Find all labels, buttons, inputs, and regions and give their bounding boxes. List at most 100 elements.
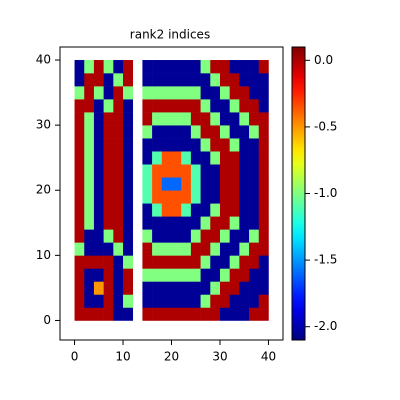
heat-cell — [113, 164, 124, 178]
heat-cell — [103, 242, 114, 256]
heat-cell — [152, 125, 163, 139]
heat-cell — [190, 216, 201, 230]
heat-cell — [210, 125, 221, 139]
heat-cell — [84, 125, 95, 139]
heat-cell — [200, 164, 211, 178]
heat-cell — [210, 60, 221, 74]
heat-cell — [239, 242, 250, 256]
heat-cell — [113, 216, 124, 230]
heat-cell — [161, 268, 172, 282]
heat-cell — [74, 177, 85, 191]
colorbar-tick-label: 0.0 — [314, 53, 333, 67]
heat-cell — [171, 138, 182, 152]
heat-cell — [190, 203, 201, 217]
heat-cell — [84, 216, 95, 230]
heat-cell — [113, 229, 124, 243]
heat-cell — [74, 255, 85, 269]
heat-cell — [93, 229, 104, 243]
heat-cell — [113, 307, 124, 321]
heat-cell — [161, 255, 172, 269]
heat-cell — [229, 190, 240, 204]
heat-cell — [84, 177, 95, 191]
heat-cell — [152, 281, 163, 295]
heat-cell — [190, 151, 201, 165]
heat-cell — [200, 255, 211, 269]
heat-cell — [239, 255, 250, 269]
heat-cell — [74, 112, 85, 126]
heat-cell — [190, 255, 201, 269]
heat-cell — [161, 203, 172, 217]
heat-cell — [239, 177, 250, 191]
heat-cell — [200, 86, 211, 100]
heat-cell — [229, 73, 240, 87]
heat-cell — [190, 86, 201, 100]
heat-cell — [113, 203, 124, 217]
heat-cell — [239, 203, 250, 217]
heat-cell — [171, 229, 182, 243]
heat-cell — [200, 307, 211, 321]
heat-cell — [152, 255, 163, 269]
heat-cell — [219, 268, 230, 282]
heat-cell — [142, 99, 153, 113]
heat-cell — [258, 307, 269, 321]
heat-cell — [74, 138, 85, 152]
heat-cell — [190, 138, 201, 152]
heat-cell — [152, 86, 163, 100]
heat-cell — [113, 281, 124, 295]
heat-cell — [200, 99, 211, 113]
heat-cell — [142, 307, 153, 321]
heat-cell — [219, 216, 230, 230]
heat-cell — [171, 203, 182, 217]
heat-cell — [239, 307, 250, 321]
heat-cell — [93, 86, 104, 100]
heat-cell — [239, 268, 250, 282]
heat-cell — [181, 177, 192, 191]
heat-cell — [181, 99, 192, 113]
heat-cell — [258, 294, 269, 308]
heat-cell — [219, 203, 230, 217]
heat-cell — [161, 151, 172, 165]
heat-cell — [258, 73, 269, 87]
heat-cell — [249, 99, 260, 113]
heat-cell — [219, 112, 230, 126]
heat-cell — [123, 281, 134, 295]
heat-cell — [93, 255, 104, 269]
heat-cell — [239, 216, 250, 230]
x-tick-label: 10 — [115, 350, 130, 364]
heat-cell — [113, 255, 124, 269]
heat-cell — [190, 112, 201, 126]
heat-cell — [258, 164, 269, 178]
heat-cell — [210, 112, 221, 126]
heat-cell — [93, 242, 104, 256]
heat-cell — [161, 60, 172, 74]
heat-cell — [249, 216, 260, 230]
heat-cell — [142, 203, 153, 217]
heat-cell — [123, 60, 134, 74]
heat-cell — [152, 138, 163, 152]
heat-cell — [200, 112, 211, 126]
heat-cell — [123, 125, 134, 139]
heat-cell — [171, 73, 182, 87]
heat-cell — [210, 216, 221, 230]
heat-cell — [239, 112, 250, 126]
heat-cell — [258, 190, 269, 204]
heat-cell — [84, 112, 95, 126]
heat-cell — [258, 99, 269, 113]
heat-cell — [229, 86, 240, 100]
heat-cell — [93, 73, 104, 87]
heat-cell — [152, 164, 163, 178]
heat-cell — [84, 151, 95, 165]
heat-cell — [93, 268, 104, 282]
heat-cell — [190, 99, 201, 113]
heat-cell — [84, 268, 95, 282]
heat-cell — [123, 86, 134, 100]
heat-cell — [161, 73, 172, 87]
heat-cell — [74, 203, 85, 217]
heat-cell — [113, 86, 124, 100]
heat-cell — [161, 294, 172, 308]
heat-cell — [181, 255, 192, 269]
heat-cell — [249, 138, 260, 152]
heat-cell — [161, 112, 172, 126]
heat-cell — [152, 268, 163, 282]
heat-cell — [249, 281, 260, 295]
